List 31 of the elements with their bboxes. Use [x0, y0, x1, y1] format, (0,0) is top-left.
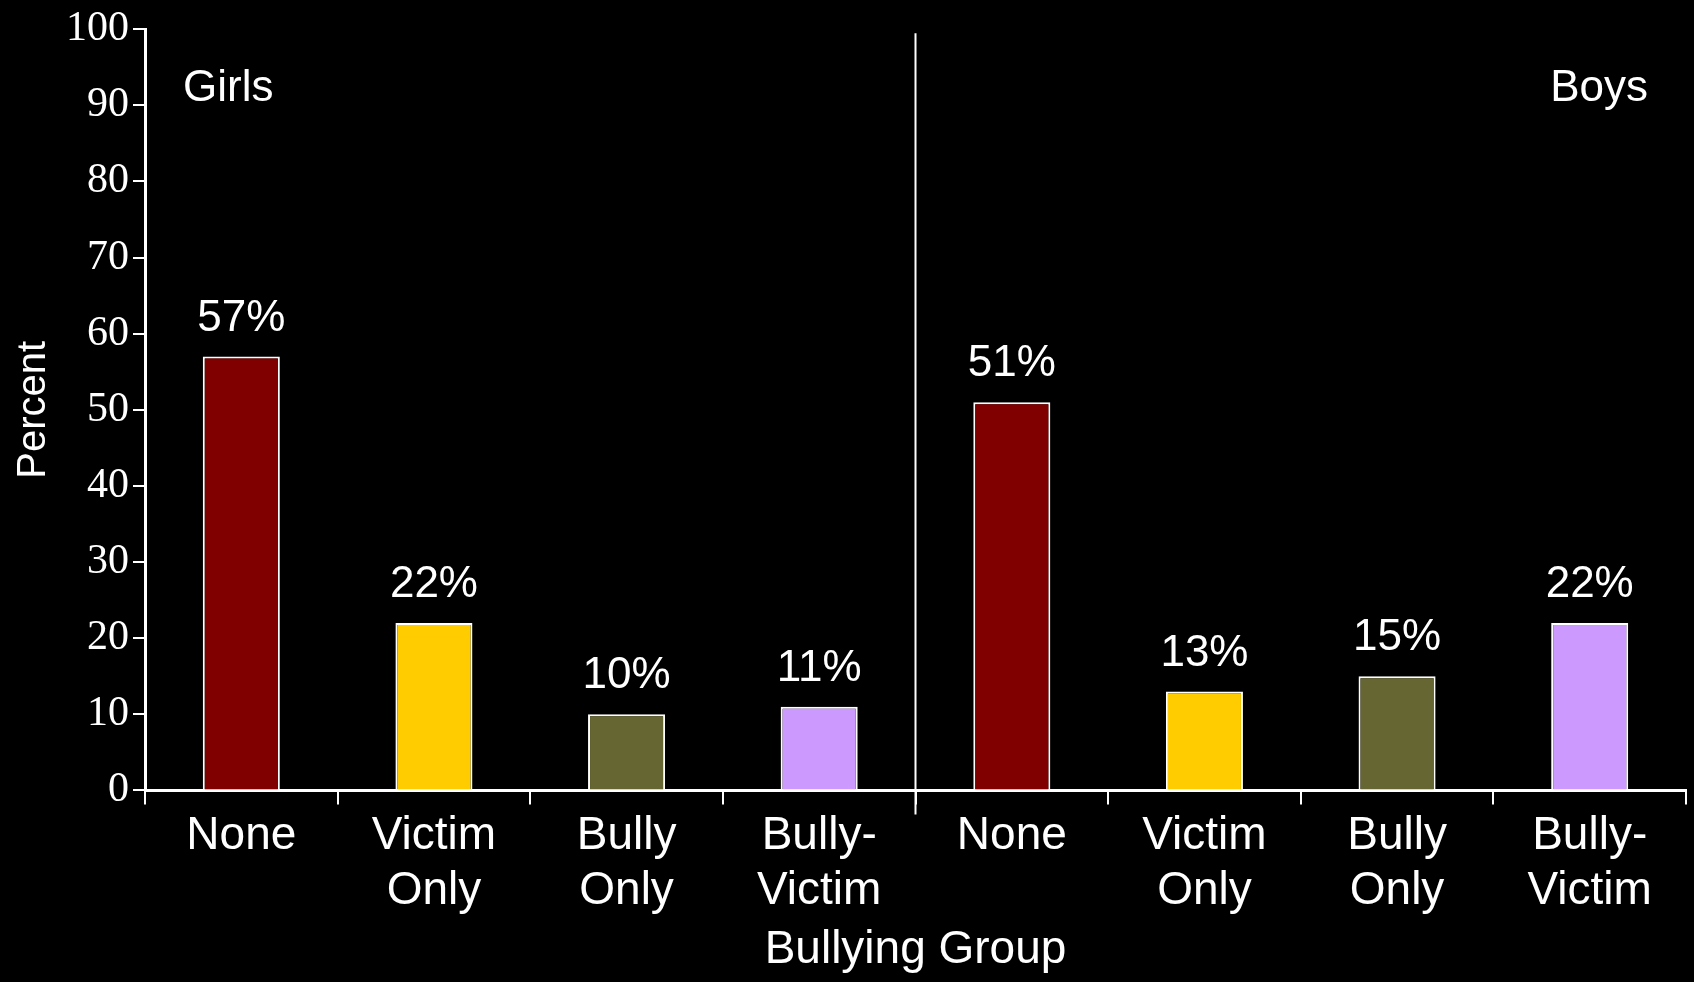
- x-tick-label: Bully-Victim: [756, 806, 882, 914]
- x-tick-label: Victim Only: [1142, 806, 1267, 914]
- annotation: Girls: [183, 61, 274, 111]
- x-tick-label: Bully Only: [1347, 806, 1447, 914]
- x-tick-label: Bully-Victim: [1527, 806, 1652, 914]
- data-label: 22%: [1545, 557, 1634, 607]
- data-label: 51%: [967, 336, 1056, 386]
- x-tick-label: None: [186, 806, 297, 859]
- x-axis-title: Bullying Group: [764, 921, 1067, 974]
- y-tick-label: 80: [87, 155, 129, 202]
- data-label: 15%: [1353, 610, 1442, 660]
- x-tick-label: Bully Only: [576, 806, 677, 914]
- data-label: 13%: [1160, 625, 1249, 675]
- y-tick-label: 50: [87, 383, 129, 430]
- data-label: 11%: [776, 640, 862, 690]
- data-label: 10%: [582, 648, 671, 698]
- data-label: 22%: [389, 557, 478, 607]
- y-tick-label: 20: [87, 612, 129, 659]
- y-tick-label: 0: [108, 764, 129, 811]
- y-tick-label: 60: [87, 307, 129, 354]
- x-tick-label: Victim Only: [371, 806, 497, 914]
- y-tick-label: 70: [87, 231, 129, 278]
- data-label: 57%: [197, 290, 286, 340]
- y-axis-title: Percent: [9, 340, 54, 479]
- annotation: Boys: [1550, 61, 1648, 111]
- y-tick-label: 30: [87, 536, 129, 583]
- y-tick-label: 90: [87, 79, 129, 126]
- y-tick-label: 10: [87, 688, 129, 735]
- y-tick-label: 100: [66, 3, 129, 50]
- x-tick-label: None: [956, 806, 1067, 859]
- y-tick-label: 40: [87, 459, 129, 506]
